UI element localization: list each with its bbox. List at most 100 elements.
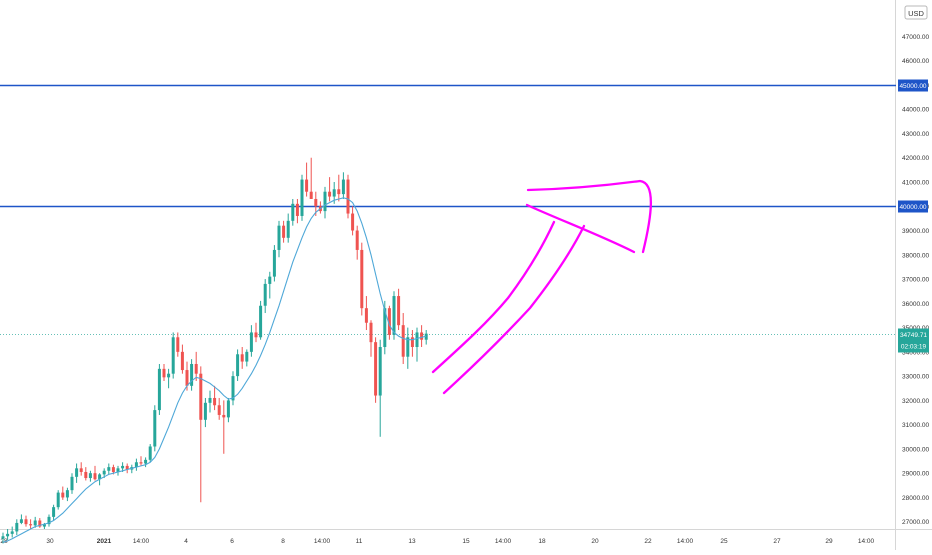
candle-body — [392, 296, 396, 335]
candle-body — [203, 402, 207, 420]
candle-body — [84, 471, 88, 479]
candle-body — [291, 203, 295, 221]
candle-body — [29, 524, 33, 526]
price-tick-label: 38000.00 — [902, 252, 929, 259]
level-price-label: 45000.00 — [899, 83, 926, 90]
candle-body — [102, 470, 106, 475]
price-tick-label: 27000.00 — [902, 519, 929, 526]
candle-body — [93, 473, 97, 480]
candle-body — [406, 337, 410, 357]
candle-body — [245, 351, 249, 362]
price-tick-label: 29000.00 — [902, 471, 929, 478]
candle-body — [415, 332, 419, 348]
price-tick-label: 32000.00 — [902, 398, 929, 405]
last-price-label: 34749.71 — [900, 332, 927, 339]
last-price-badge — [898, 328, 929, 353]
candle-body — [259, 305, 263, 338]
candle-body — [346, 179, 350, 214]
candle-body — [208, 397, 212, 403]
time-tick-label: 14:00 — [858, 538, 875, 545]
candle-body — [397, 296, 401, 326]
candle-body — [10, 531, 14, 534]
candle-body — [360, 249, 364, 309]
annotation-stroke — [526, 179, 653, 254]
price-tick-label: 30000.00 — [902, 446, 929, 453]
candle-body — [309, 191, 313, 199]
candle-body — [134, 462, 138, 468]
level-price-label: 40000.00 — [899, 204, 926, 211]
time-tick-label: 27 — [773, 538, 781, 545]
candle-body — [88, 473, 92, 479]
candle-body — [282, 225, 286, 238]
candle-body — [355, 230, 359, 250]
candle-body — [240, 354, 244, 362]
candle-body — [226, 400, 230, 418]
horizontal-levels[interactable]: 45000.00 40000.00 — [0, 79, 928, 213]
candle-body — [424, 333, 428, 340]
candle-body — [369, 322, 373, 343]
candle-countdown-label: 02:03:19 — [901, 344, 927, 351]
candle-body — [157, 368, 161, 411]
candle-body — [420, 332, 424, 340]
price-tick-label: 36000.00 — [902, 301, 929, 308]
currency-badge[interactable] — [904, 5, 928, 20]
candle-body — [295, 203, 299, 216]
time-tick-label: 14:00 — [314, 538, 331, 545]
price-tick-label: 44000.00 — [902, 107, 929, 114]
candle-body — [387, 308, 391, 335]
time-tick-label: 14:00 — [495, 538, 512, 545]
candle-body — [374, 342, 378, 396]
candle-body — [222, 414, 226, 418]
candle-body — [56, 492, 60, 508]
candle-body — [263, 283, 267, 306]
candle-body — [300, 179, 304, 216]
price-badges: 34749.71 02:03:19 — [898, 328, 929, 353]
candle-body — [15, 522, 19, 532]
candle-body — [47, 516, 51, 525]
candle-body — [121, 465, 125, 469]
time-tick-label: 6 — [230, 538, 234, 545]
candle-body — [6, 533, 10, 537]
candle-body — [116, 468, 120, 472]
candle-body — [213, 397, 217, 406]
time-tick-label: 29 — [825, 538, 833, 545]
candle-body — [144, 459, 148, 464]
price-tick-label: 39000.00 — [902, 228, 929, 235]
time-tick-label: 22 — [644, 538, 652, 545]
candle-body — [162, 368, 166, 378]
price-tick-label: 46000.00 — [902, 58, 929, 65]
price-tick-label: 34000.00 — [902, 349, 929, 356]
candle-body — [341, 179, 345, 195]
candle-body — [314, 198, 318, 207]
annotation-stroke — [525, 203, 636, 254]
candle-body — [236, 354, 240, 377]
price-axis-ticks: 27000.00 28000.00 29000.00 30000.00 31000.00… — [902, 34, 929, 526]
candle-body — [98, 474, 102, 480]
candles — [1, 157, 428, 544]
candle-body — [332, 189, 336, 197]
time-tick-label: 14:00 — [677, 538, 694, 545]
annotation-stroke — [431, 220, 556, 374]
price-tick-label: 31000.00 — [902, 422, 929, 429]
candle-body — [249, 332, 253, 352]
candle-body — [52, 507, 56, 517]
time-tick-label: 30 — [46, 538, 54, 545]
candle-body — [231, 376, 235, 401]
price-tick-label: 47000.00 — [902, 34, 929, 41]
candle-body — [24, 519, 28, 525]
annotation-stroke — [442, 224, 586, 395]
currency-label: USD — [908, 9, 924, 18]
price-tick-label: 28000.00 — [902, 495, 929, 502]
candle-body — [139, 462, 143, 464]
candle-body — [268, 276, 272, 284]
candle-body — [217, 405, 221, 415]
candle-body — [167, 373, 171, 378]
moving-average-line — [2, 197, 427, 543]
candle-body — [33, 520, 37, 526]
price-tick-label: 42000.00 — [902, 155, 929, 162]
price-tick-label: 37000.00 — [902, 277, 929, 284]
candle-body — [190, 363, 194, 386]
candle-body — [79, 468, 83, 472]
